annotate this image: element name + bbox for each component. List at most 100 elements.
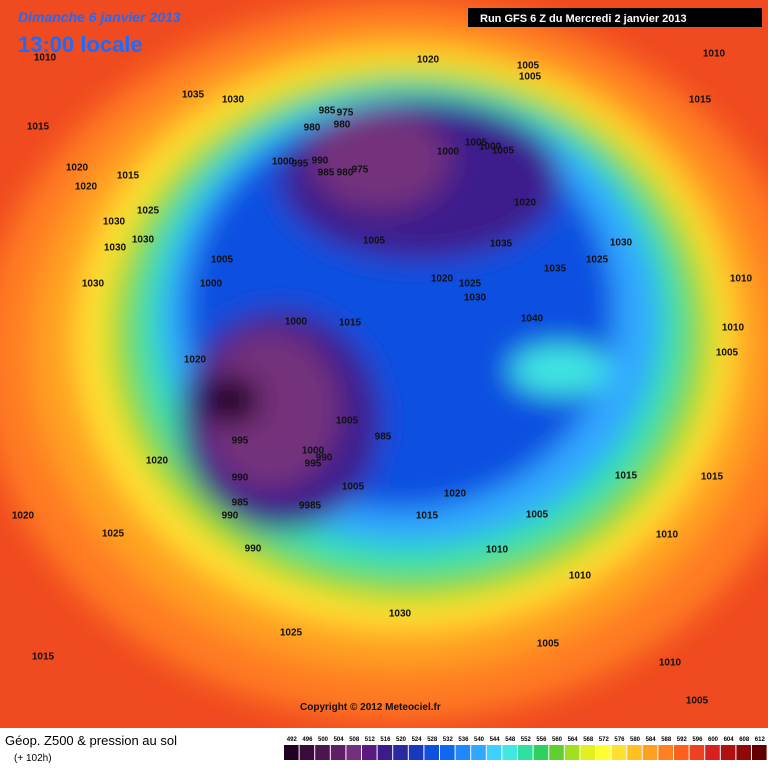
isobar-label: 1020 — [184, 355, 207, 366]
isobar-label: 1025 — [280, 628, 303, 639]
scale-box — [580, 745, 595, 760]
isobar-label: 1025 — [102, 529, 125, 540]
scale-label: 604 — [724, 737, 735, 743]
isobar-label: 1005 — [211, 255, 234, 266]
isobar-label: 980 — [337, 168, 354, 179]
scale-box — [518, 745, 533, 760]
isobar-label: 1010 — [656, 530, 679, 541]
scale-label: 508 — [349, 737, 360, 743]
isobar-label: 1005 — [517, 61, 540, 72]
isobar-label: 985 — [318, 168, 335, 179]
scale-label: 512 — [365, 737, 376, 743]
isobar-label: 1005 — [363, 236, 386, 247]
scale-box — [440, 745, 455, 760]
scale-label: 524 — [412, 737, 423, 743]
scale-label: 592 — [677, 737, 688, 743]
scale-label: 520 — [396, 737, 407, 743]
scale-box — [502, 745, 517, 760]
isobar-label: 1030 — [222, 95, 245, 106]
isobar-label: 1005 — [342, 482, 365, 493]
scale-box — [752, 745, 767, 760]
scale-label: 500 — [318, 737, 329, 743]
isobar-label: 1020 — [444, 489, 467, 500]
scale-label: 552 — [521, 737, 532, 743]
isobar-label: 1030 — [389, 609, 412, 620]
isobar-label: 1015 — [689, 95, 712, 106]
isobar-label: 990 — [222, 511, 239, 522]
copyright: Copyright © 2012 Meteociel.fr — [300, 702, 441, 713]
scale-label: 612 — [755, 737, 766, 743]
scale-label: 528 — [427, 737, 438, 743]
isobar-label: 1005 — [716, 348, 739, 359]
scale-label: 556 — [536, 737, 547, 743]
isobar-label: 1025 — [586, 255, 609, 266]
isobar-label: 1025 — [459, 279, 482, 290]
scale-label: 492 — [287, 737, 298, 743]
isobar-label: 1000 — [437, 147, 460, 158]
isobar-label: 1010 — [569, 571, 592, 582]
run-info: Run GFS 6 Z du Mercredi 2 janvier 2013 — [480, 13, 687, 25]
isobar-label: 1010 — [703, 49, 726, 60]
isobar-label: 1020 — [66, 163, 89, 174]
isobar-label: 1015 — [117, 171, 140, 182]
isobar-label: 1005 — [519, 72, 542, 83]
scale-label: 536 — [458, 737, 469, 743]
isobar-label: 1000 — [200, 279, 223, 290]
scale-box — [642, 745, 658, 760]
scale-label: 568 — [583, 737, 594, 743]
isobar-label: 985 — [375, 432, 392, 443]
isobar-label: 1010 — [486, 545, 509, 556]
scale-box — [284, 745, 299, 760]
scale-box — [455, 745, 471, 760]
background-field — [0, 0, 768, 728]
isobar-label: 1040 — [521, 314, 544, 325]
isobar-label: 1015 — [32, 652, 55, 663]
isobar-label: 1020 — [514, 198, 537, 209]
footer-title: Géop. Z500 & pression au sol — [5, 733, 177, 748]
isobar-label: 1020 — [12, 511, 35, 522]
isobar-label: 980 — [304, 123, 321, 134]
scale-box — [720, 745, 736, 760]
isobar-label: 1015 — [615, 471, 638, 482]
scale-box — [330, 745, 346, 760]
isobar-label: 1005 — [526, 510, 549, 521]
scale-label: 588 — [661, 737, 672, 743]
isobar-label: 995 — [292, 159, 309, 170]
isobar-label: 9985 — [299, 501, 322, 512]
color-scale: 492 496 500 504 508 512 516 520 524 528 532 536 540 5… — [284, 737, 767, 760]
scale-box — [627, 745, 642, 760]
scale-box — [611, 745, 627, 760]
isobar-label: 1010 — [34, 53, 57, 64]
scale-box — [674, 745, 689, 760]
scale-box — [408, 745, 424, 760]
isobar-label: 990 — [245, 544, 262, 555]
isobar-label: 995 — [305, 459, 322, 470]
scale-box — [736, 745, 751, 760]
footer-lead: (+ 102h) — [14, 753, 52, 764]
isobar-label: 1020 — [417, 55, 440, 66]
scale-label: 504 — [334, 737, 345, 743]
isobar-label: 985 — [232, 498, 249, 509]
isobar-label: 1020 — [75, 182, 98, 193]
isobar-label: 1030 — [104, 243, 127, 254]
date: Dimanche 6 janvier 2013 — [18, 9, 181, 25]
scale-box — [471, 745, 486, 760]
isobar-label: 1030 — [464, 293, 487, 304]
isobar-label: 1015 — [416, 511, 439, 522]
scale-label: 516 — [380, 737, 391, 743]
scale-label: 576 — [614, 737, 625, 743]
isobar-label: 990 — [316, 453, 333, 464]
isobar-label: 1035 — [182, 90, 205, 101]
isobar-label: 1030 — [82, 279, 105, 290]
isobar-label: 1030 — [132, 235, 155, 246]
scale-box — [424, 745, 439, 760]
scale-label: 544 — [490, 737, 501, 743]
isobar-label: 1005 — [465, 138, 488, 149]
scale-box — [362, 745, 377, 760]
scale-label: 548 — [505, 737, 516, 743]
scale-label: 584 — [646, 737, 657, 743]
isobar-label: 1020 — [146, 456, 169, 467]
isobar-label: 1030 — [610, 238, 633, 249]
